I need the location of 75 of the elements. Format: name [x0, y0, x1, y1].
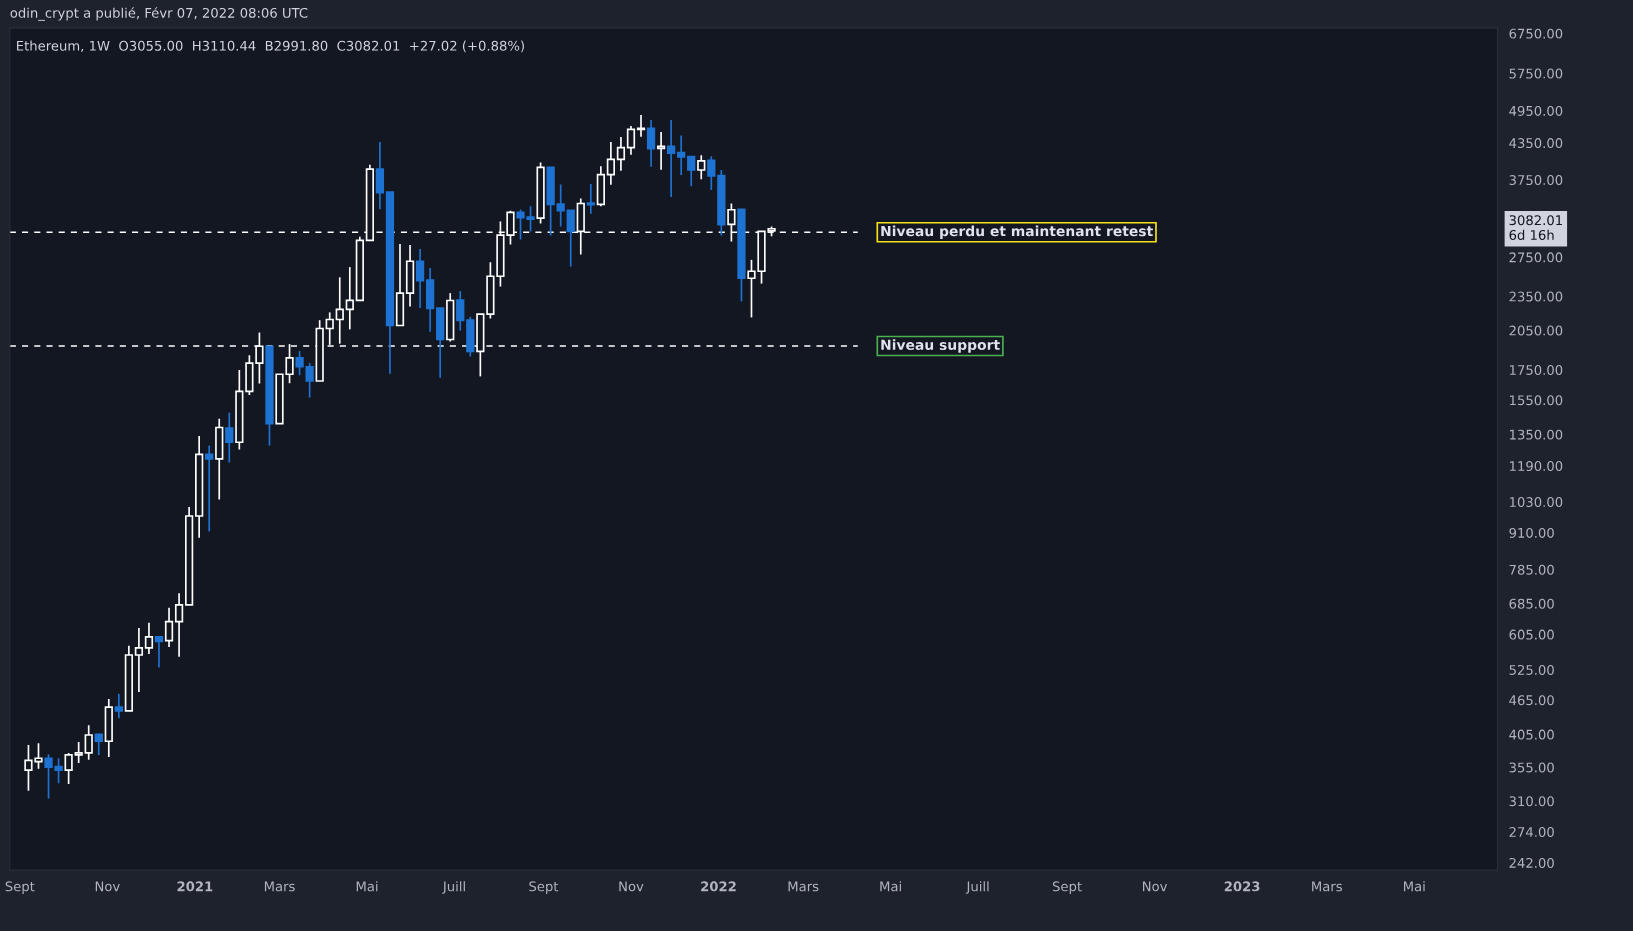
x-tick-label: Mai [880, 881, 901, 892]
candlestick [677, 134, 686, 176]
x-tick-label: Sept [1052, 881, 1082, 894]
candlestick [225, 412, 234, 464]
y-tick-label: 1350.00 [1510, 429, 1563, 440]
y-tick-label: 355.00 [1509, 762, 1554, 773]
y-tick-label: 3750.00 [1509, 175, 1563, 186]
ref-line-label: Niveau support [881, 339, 1000, 353]
y-tick-label: 1190.00 [1510, 461, 1563, 472]
candlestick [646, 119, 656, 168]
candlestick [215, 418, 224, 501]
y-tick-label: 274.00 [1509, 826, 1554, 837]
candlestick [626, 125, 636, 156]
x-tick-label: 2021 [177, 881, 213, 892]
candlestick [114, 692, 123, 720]
candlestick [446, 292, 455, 343]
y-tick-label: 2350.00 [1509, 291, 1563, 302]
candlestick [134, 627, 144, 693]
candlestick [375, 141, 385, 211]
chart-title: odin_crypt a publié, Févr 07, 2022 08:06 UTC [10, 7, 308, 21]
candlestick [164, 607, 174, 648]
candlestick [174, 592, 184, 658]
x-tick-label: Nov [95, 881, 120, 892]
candlestick [415, 248, 425, 309]
y-tick-label: 2050.00 [1509, 325, 1563, 336]
text: 3082.01 6d 16h [1509, 215, 1562, 240]
ref-line-label: Niveau perdu et maintenant retest [881, 225, 1153, 239]
candlestick [144, 621, 154, 655]
x-tick-label: Sept [529, 881, 559, 894]
x-tick-label: Nov [619, 881, 644, 892]
candlestick [425, 267, 435, 333]
x-tick-label: 2022 [701, 881, 736, 892]
y-tick-label: 310.00 [1509, 796, 1554, 807]
y-tick-label: 525.00 [1509, 664, 1554, 675]
y-tick-label: 465.00 [1509, 695, 1554, 706]
y-tick-label: 605.00 [1509, 629, 1554, 640]
candlestick [697, 154, 706, 181]
candlestick [616, 136, 626, 172]
candlestick [205, 444, 214, 533]
y-tick-label: 1030.00 [1510, 497, 1563, 508]
candlestick [586, 183, 595, 215]
x-tick-label: Nov [1143, 881, 1168, 892]
y-tick-label: 242.00 [1509, 857, 1554, 868]
x-tick-label: Mars [788, 881, 819, 892]
y-tick-label: 1750.00 [1510, 364, 1563, 375]
y-tick-label: 405.00 [1509, 729, 1554, 740]
candlestick [707, 155, 716, 191]
candlestick [667, 119, 676, 198]
x-tick-label: Juill [965, 881, 989, 894]
candlestick [606, 141, 616, 186]
x-tick-label: Mai [356, 881, 378, 892]
x-tick-label: Mars [264, 881, 295, 892]
candlestick [84, 724, 93, 761]
y-tick-label: 6750.00 [1509, 28, 1563, 39]
candlestick [235, 369, 244, 451]
x-tick-label: Mars [1312, 881, 1342, 892]
candlestick [405, 244, 415, 308]
x-tick-label: Sept [5, 881, 35, 894]
x-tick-label: Juill [442, 881, 465, 894]
candlestick [345, 266, 354, 331]
x-tick-label: Mai [1403, 881, 1425, 892]
y-tick-label: 4950.00 [1509, 105, 1563, 116]
candlestick [556, 183, 565, 228]
y-tick-label: 910.00 [1509, 527, 1554, 538]
candlestick [195, 435, 204, 539]
x-tick-label: 2023 [1224, 881, 1260, 892]
text: Ethereum, 1W O3055.00 H3110.44 B2991.80 C3082.01 +27.02 (+0.88%) [17, 40, 524, 53]
y-tick-label: 5750.00 [1509, 68, 1563, 79]
candlestick [456, 290, 465, 332]
y-tick-label: 2750.00 [1509, 252, 1563, 263]
y-tick-label: 785.00 [1509, 564, 1554, 575]
y-tick-label: 4350.00 [1509, 138, 1563, 149]
y-tick-label: 1550.00 [1510, 395, 1563, 406]
y-tick-label: 685.00 [1509, 598, 1554, 609]
candlestick [104, 698, 113, 758]
